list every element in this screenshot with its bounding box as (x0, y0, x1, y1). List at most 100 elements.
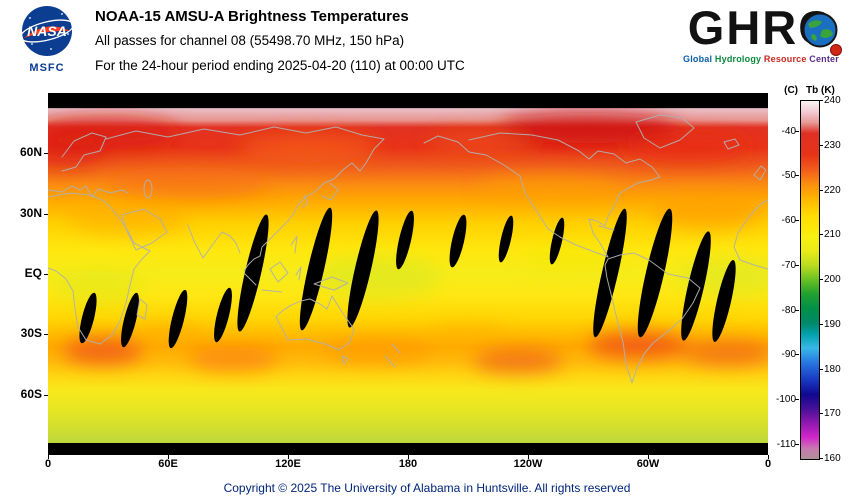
coastline-mediterranean (48, 185, 129, 198)
lon-tick (288, 455, 289, 459)
lat-tick (44, 213, 48, 215)
coastline-new-guinea (313, 276, 349, 291)
lon-tick (768, 455, 769, 459)
nasa-meatball-icon: NASA (20, 6, 74, 56)
lon-label-0: 0 (44, 458, 52, 470)
channel-subtitle: All passes for channel 08 (55498.70 MHz,… (95, 33, 405, 48)
coastline-caspian (143, 179, 153, 199)
lat-tick (44, 274, 48, 275)
ghrc-tagline-word: Center (806, 54, 839, 64)
colorbar-kelvin-tick-200: 200 (824, 274, 841, 285)
colorbar-celsius-unit: (C) (784, 85, 798, 96)
ghrc-logo: GHRC Global Hydrology Resource Center (672, 2, 850, 64)
lat-label-eq: EQ (24, 266, 42, 280)
colorbar-celsius-tickmark (795, 354, 799, 356)
coastline-siberia (105, 126, 385, 140)
coastline-east-asia (243, 138, 385, 272)
lat-label-30s: 30S (20, 326, 42, 341)
globe-icon (802, 12, 838, 48)
ghrc-acronym: GHRC (688, 2, 843, 56)
coastline-africa-east (48, 192, 151, 345)
ghrc-tagline-word: Resource (761, 54, 807, 64)
colorbar-kelvin-tickmark (819, 100, 823, 101)
ghrc-tagline: Global Hydrology Resource Center (672, 54, 850, 64)
lon-tick (528, 455, 529, 459)
coastline-scandinavia (61, 132, 107, 172)
coastline-greenland (635, 114, 695, 149)
lat-tick (44, 394, 48, 396)
colorbar-kelvin-tickmark (819, 323, 823, 325)
colorbar-celsius-tickmark (795, 220, 799, 222)
coastline-north-america-west (423, 135, 609, 258)
inter-pass-data-gaps (79, 207, 736, 349)
coastline-cuba (598, 225, 615, 231)
data-gap-lens (637, 208, 673, 338)
coastline-australia (275, 295, 355, 351)
north-polar-nodata-strip (48, 93, 768, 108)
lon-tick (168, 455, 169, 459)
ghrc-red-sphere-icon (830, 44, 843, 56)
colorbar-kelvin-tick-230: 230 (824, 139, 841, 151)
colorbar-kelvin-tickmark (819, 413, 823, 415)
ghrc-tagline-word: Global (683, 54, 713, 64)
colorbar-kelvin-tickmark (819, 458, 823, 459)
colorbar-celsius-tickmark (795, 399, 799, 401)
colorbar-celsius-tick--70: -70 (781, 259, 796, 271)
colorbar-celsius-tick--60: -60 (781, 215, 796, 227)
coastline-madagascar (136, 298, 148, 320)
copyright-footer: Copyright © 2025 The University of Alaba… (223, 481, 631, 495)
colorbar-celsius-tickmark (795, 175, 799, 177)
nasa-wordmark: NASA (27, 23, 67, 39)
coastline-tasmania (341, 355, 349, 365)
lat-tick (44, 153, 48, 155)
lon-tick (408, 455, 409, 459)
colorbar-kelvin-tickmark (819, 189, 823, 191)
colorbar-celsius-tick--100: -100 (775, 394, 796, 406)
colorbar-celsius-tick--110: -110 (776, 438, 796, 450)
data-gap-lens (79, 292, 97, 344)
lat-tick (44, 334, 48, 336)
colorbar-celsius-tickmark (795, 130, 799, 132)
data-gap-lens (593, 208, 627, 338)
colorbar-celsius-tick--80: -80 (781, 304, 796, 316)
ghrc-tagline-word: Hydrology (712, 54, 762, 64)
colorbar-celsius-tick--40: -40 (781, 125, 796, 137)
coastline-india (187, 224, 241, 259)
data-gap-lens (549, 217, 565, 265)
colorbar-kelvin-tickmark (819, 279, 823, 280)
colorbar-gradient (800, 100, 820, 460)
data-gap-lens (121, 292, 139, 348)
south-polar-nodata-strip (48, 443, 768, 455)
lat-label-30n: 30N (19, 205, 42, 220)
coastline-africa-west (733, 199, 768, 270)
colorbar-kelvin-tick-170: 170 (824, 408, 841, 420)
coastline-borneo (269, 261, 289, 283)
brightness-temperature-map (48, 93, 768, 455)
period-subtitle: For the 24-hour period ending 2025-04-20… (95, 58, 465, 73)
colorbar-kelvin-tickmark (819, 368, 823, 370)
coastline-overlay (48, 114, 768, 384)
lon-label-2: 120E (275, 458, 301, 470)
nasa-center-label: MSFC (29, 62, 65, 74)
colorbar-kelvin-tick-190: 190 (824, 318, 841, 330)
lat-label-60n: 60N (19, 145, 42, 160)
coastline-korea (301, 194, 309, 208)
colorbar-kelvin-tick-240: 240 (824, 95, 841, 106)
colorbar-celsius-tick--90: -90 (781, 349, 796, 361)
data-gap-lens (681, 231, 711, 341)
lat-label-60s: 60S (20, 386, 42, 401)
page-title: NOAA-15 AMSU-A Brightness Temperatures (95, 8, 409, 25)
colorbar-kelvin-tick-210: 210 (824, 229, 841, 241)
data-gap-lens (712, 260, 736, 342)
coastline-sulawesi-philippines (290, 235, 302, 281)
coastline-arabia (121, 208, 168, 251)
colorbar-celsius-tickmark (795, 309, 799, 311)
lon-label-1: 60E (158, 458, 178, 470)
colorbar-kelvin-tick-220: 220 (824, 184, 841, 196)
data-gap-lens (449, 214, 467, 268)
lon-label-6: 0 (764, 458, 772, 470)
coastline-iceland (723, 138, 740, 150)
colorbar: (C) Tb (K) 240 230 220 210 200 190 180 170 160 -4… (772, 85, 854, 464)
coastline-british-isles (753, 165, 767, 181)
